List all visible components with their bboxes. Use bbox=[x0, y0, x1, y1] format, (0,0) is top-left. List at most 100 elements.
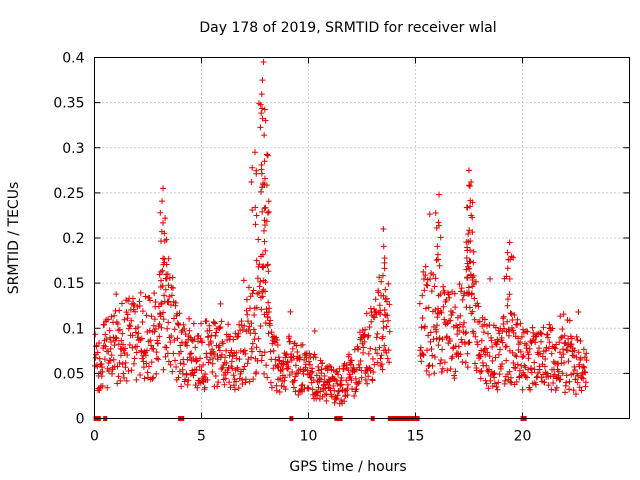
data-point bbox=[153, 370, 160, 377]
data-point bbox=[373, 334, 380, 341]
data-point bbox=[288, 357, 295, 364]
data-points bbox=[91, 59, 590, 421]
data-point bbox=[500, 313, 507, 320]
data-point bbox=[528, 365, 535, 372]
data-point bbox=[295, 391, 302, 398]
data-point bbox=[565, 358, 572, 365]
data-point bbox=[333, 395, 340, 402]
data-point bbox=[494, 386, 501, 393]
data-point bbox=[262, 204, 269, 211]
data-point bbox=[474, 300, 481, 307]
data-point bbox=[472, 333, 479, 340]
data-point bbox=[98, 361, 105, 368]
data-point bbox=[572, 376, 579, 383]
data-point bbox=[167, 302, 174, 309]
data-point bbox=[470, 248, 477, 255]
data-point bbox=[347, 373, 354, 380]
data-point bbox=[130, 360, 137, 367]
data-point bbox=[292, 373, 299, 380]
data-point bbox=[461, 319, 468, 326]
data-point bbox=[351, 392, 358, 399]
data-point bbox=[253, 212, 260, 219]
data-point bbox=[419, 314, 426, 321]
data-point bbox=[265, 299, 272, 306]
data-point bbox=[566, 378, 573, 385]
data-point bbox=[165, 255, 172, 262]
data-point bbox=[98, 373, 105, 380]
data-point bbox=[261, 205, 268, 212]
data-point bbox=[203, 318, 210, 325]
data-point bbox=[251, 311, 258, 318]
data-point bbox=[431, 354, 438, 361]
data-point bbox=[362, 326, 369, 333]
data-point bbox=[183, 371, 190, 378]
data-point bbox=[274, 342, 281, 348]
data-point bbox=[190, 372, 197, 379]
data-point bbox=[124, 311, 131, 318]
data-point bbox=[175, 321, 182, 328]
data-point bbox=[262, 117, 269, 124]
data-point bbox=[191, 336, 198, 343]
data-point bbox=[376, 274, 383, 281]
data-point bbox=[276, 389, 283, 396]
data-point bbox=[537, 330, 544, 337]
data-point bbox=[524, 328, 531, 335]
data-point bbox=[369, 355, 376, 362]
data-point bbox=[495, 351, 502, 358]
data-point bbox=[291, 377, 298, 384]
data-point bbox=[476, 318, 483, 325]
data-point bbox=[419, 351, 426, 358]
data-point bbox=[454, 324, 461, 331]
data-point bbox=[239, 326, 246, 333]
data-point bbox=[159, 255, 166, 262]
data-point bbox=[378, 278, 385, 285]
data-point bbox=[246, 378, 253, 385]
data-point bbox=[157, 209, 164, 216]
data-point bbox=[427, 338, 434, 345]
data-point bbox=[544, 370, 551, 377]
data-point bbox=[99, 368, 106, 375]
data-point bbox=[167, 361, 174, 368]
data-point bbox=[101, 356, 108, 363]
data-point bbox=[268, 384, 275, 391]
data-point bbox=[568, 335, 575, 342]
data-point bbox=[417, 347, 424, 354]
data-point bbox=[506, 291, 513, 298]
data-point bbox=[551, 371, 558, 378]
data-point bbox=[255, 100, 262, 107]
data-point bbox=[559, 326, 566, 333]
data-point bbox=[381, 342, 388, 349]
data-point bbox=[245, 356, 252, 363]
data-point bbox=[229, 365, 236, 372]
data-point bbox=[465, 230, 472, 237]
data-point bbox=[416, 300, 423, 307]
data-point bbox=[574, 336, 581, 343]
data-point bbox=[261, 106, 268, 113]
data-point bbox=[156, 321, 163, 328]
data-point bbox=[338, 381, 345, 388]
data-point bbox=[571, 366, 578, 373]
data-point bbox=[270, 365, 277, 372]
data-point bbox=[186, 327, 193, 334]
data-point bbox=[456, 327, 463, 334]
data-point bbox=[474, 338, 481, 345]
data-point bbox=[315, 363, 322, 370]
data-point bbox=[129, 295, 136, 302]
data-point bbox=[510, 360, 517, 367]
x-tick-label: 20 bbox=[514, 429, 532, 445]
data-point bbox=[384, 312, 391, 319]
data-point bbox=[230, 372, 237, 379]
data-point bbox=[223, 347, 230, 354]
data-point bbox=[188, 336, 195, 343]
data-point bbox=[166, 293, 173, 300]
data-point bbox=[424, 282, 431, 289]
data-point bbox=[386, 328, 393, 335]
data-point bbox=[264, 374, 271, 381]
data-point bbox=[127, 323, 134, 330]
data-point bbox=[290, 384, 297, 391]
axis-ticks: 0 0.05 0.1 0.15 0.2 0.25 0.3 0.35 0.4 0 5 10 15 20 bbox=[53, 51, 630, 445]
data-point bbox=[192, 344, 199, 351]
data-point bbox=[241, 363, 248, 370]
data-point bbox=[242, 376, 249, 383]
data-point bbox=[376, 344, 383, 351]
